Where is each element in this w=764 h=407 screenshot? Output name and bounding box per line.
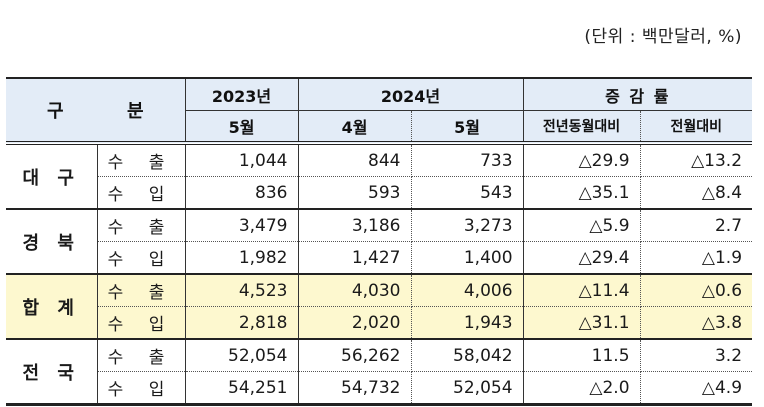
table-row: 수 입 836 593 543 △35.1 △8.4 [6, 176, 752, 209]
cell-2024-apr: 3,186 [298, 209, 412, 242]
header-2024-may: 5월 [411, 110, 524, 145]
cell-mom: △4.9 [701, 377, 743, 398]
cell-2024-apr: 2,020 [298, 306, 412, 339]
cell-mom: 3.2 [640, 339, 753, 372]
type-label: 수 출 [97, 274, 186, 307]
table-row: 수 입 54,251 54,732 52,054 △2.0 △4.9 [6, 371, 752, 405]
header-gubun-b: 분 [126, 101, 144, 122]
table-row: 전 국 수 출 52,054 56,262 58,042 11.5 3.2 [6, 339, 753, 405]
header-change-rate: 증 감 률 [523, 77, 753, 111]
table-row: 합 계 수 출 4,523 4,030 4,006 △11.4 △0.6 [6, 274, 753, 339]
cell-2024-apr: 593 [298, 176, 412, 209]
cell-2023-may: 4,523 [185, 274, 299, 307]
cell-yoy: △29.9 [523, 143, 641, 177]
cell-2023-may: 1,982 [185, 241, 299, 274]
cell-2023-may: 3,479 [185, 209, 299, 242]
unit-label: (단위 : 백만달러, %) [584, 27, 742, 47]
header-2023-may: 5월 [185, 110, 299, 145]
cell-yoy: △35.1 [523, 176, 641, 209]
row-group-daegu: 대 구 수 출 1,044 844 733 △29.9 △13.2 수 입 83… [6, 143, 753, 209]
type-label: 수 입 [97, 371, 186, 405]
type-label: 수 출 [97, 143, 186, 177]
table-row: 대 구 수 출 1,044 844 733 △29.9 △13.2 [6, 143, 753, 209]
cell-2023-may: 54,251 [185, 371, 299, 405]
cell-mom: 2.7 [640, 209, 753, 242]
region-label: 대 구 [6, 143, 98, 209]
cell-2023-may: 1,044 [185, 143, 299, 177]
cell-2024-may: 4,006 [411, 274, 524, 307]
cell-mom: △3.8 [640, 306, 753, 339]
row-group-national: 전 국 수 출 52,054 56,262 58,042 11.5 3.2 수 … [6, 339, 753, 405]
cell-mom: △13.2 [640, 143, 753, 177]
cell-mom: △8.4 [701, 182, 743, 203]
cell-yoy: △11.4 [523, 274, 641, 307]
cell-yoy: △5.9 [523, 209, 641, 242]
cell-2024-apr: 54,732 [298, 371, 412, 405]
cell-2024-apr: 844 [298, 143, 412, 177]
region-label: 경 북 [6, 209, 98, 274]
region-label: 전 국 [6, 339, 98, 405]
cell-2024-apr: 1,427 [298, 241, 412, 274]
cell-2024-apr: 4,030 [298, 274, 412, 307]
header-year-2023: 2023년 [185, 77, 299, 111]
type-label: 수 출 [97, 339, 186, 372]
cell-yoy: 11.5 [523, 339, 641, 372]
cell-2024-apr: 56,262 [298, 339, 412, 372]
region-label: 합 계 [6, 274, 98, 339]
header-year-2024: 2024년 [298, 77, 524, 111]
cell-2024-may: 3,273 [411, 209, 524, 242]
type-label: 수 입 [97, 176, 186, 209]
header-yoy: 전년동월대비 [523, 110, 641, 145]
cell-2023-may: 836 [185, 176, 299, 209]
row-group-gyeongbuk: 경 북 수 출 3,479 3,186 3,273 △5.9 2.7 수 입 1… [6, 209, 753, 274]
cell-2023-may: 52,054 [185, 339, 299, 372]
header-gubun-a: 구 [46, 101, 64, 122]
header-mom: 전월대비 [640, 110, 753, 145]
cell-mom: △0.6 [640, 274, 753, 307]
cell-2024-may: 58,042 [411, 339, 524, 372]
cell-yoy: △2.0 [523, 371, 641, 405]
cell-2024-may: 1,400 [411, 241, 524, 274]
type-label: 수 출 [97, 209, 186, 242]
row-group-total: 합 계 수 출 4,523 4,030 4,006 △11.4 △0.6 수 입… [6, 274, 753, 339]
table-row: 수 입 1,982 1,427 1,400 △29.4 △1.9 [6, 241, 752, 274]
header-2024-apr: 4월 [298, 110, 412, 145]
type-label: 수 입 [97, 241, 186, 274]
cell-mom: △1.9 [701, 247, 743, 268]
table-row: 수 입 2,818 2,020 1,943 △31.1 △3.8 [6, 306, 753, 339]
cell-yoy: △29.4 [523, 241, 641, 274]
type-label: 수 입 [97, 306, 186, 339]
cell-2024-may: 733 [411, 143, 524, 177]
table-row: 경 북 수 출 3,479 3,186 3,273 △5.9 2.7 [6, 209, 753, 274]
cell-2024-may: 1,943 [411, 306, 524, 339]
cell-yoy: △31.1 [523, 306, 641, 339]
cell-2023-may: 2,818 [185, 306, 299, 339]
cell-2024-may: 543 [411, 176, 524, 209]
cell-2024-may: 52,054 [411, 371, 524, 405]
